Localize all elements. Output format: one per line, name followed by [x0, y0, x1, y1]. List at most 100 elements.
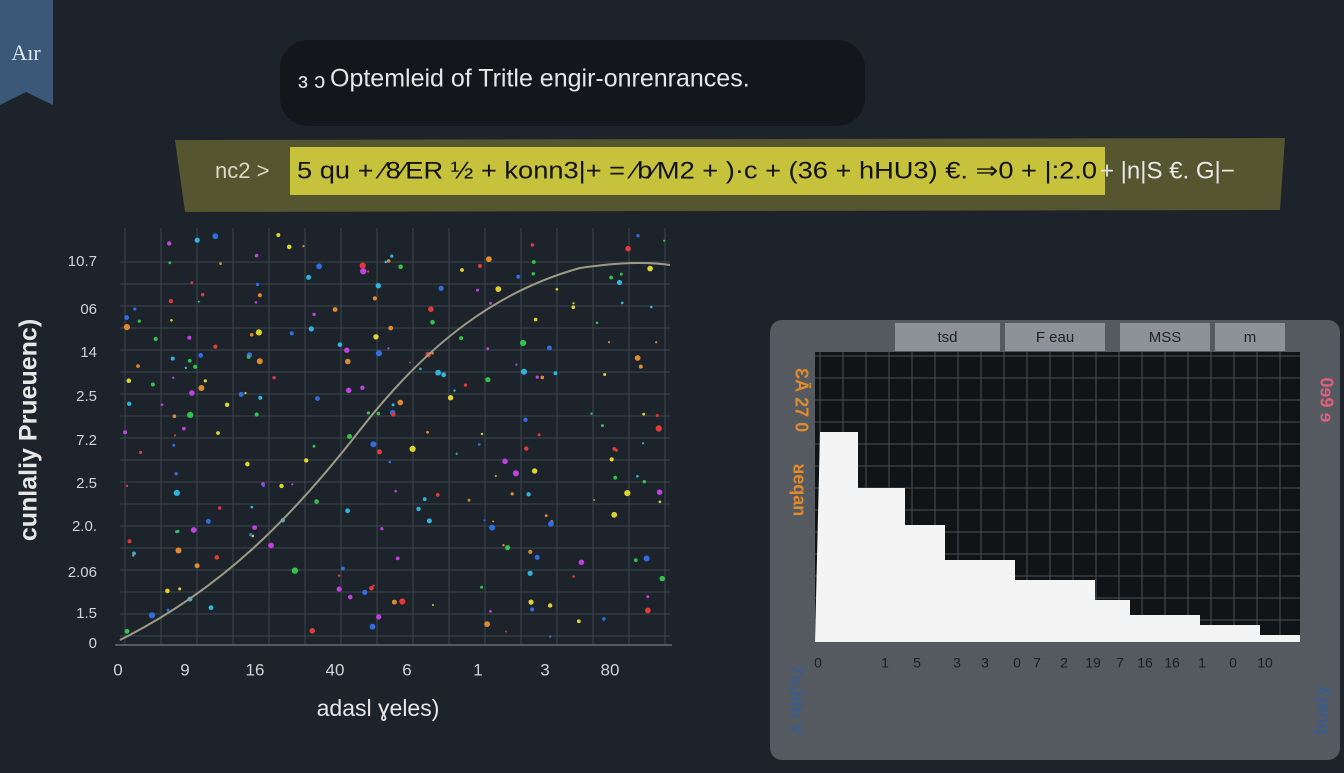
title: Optemleid of Tritle engir-onrenrances. — [330, 65, 750, 93]
dot — [602, 617, 606, 621]
dot — [174, 472, 178, 476]
dot — [123, 430, 128, 435]
side-label: ʎɹenq — [1313, 685, 1333, 734]
dot — [256, 358, 263, 365]
dot — [540, 375, 545, 380]
dot — [483, 519, 486, 522]
dot — [416, 506, 421, 512]
dot — [609, 275, 613, 280]
dot — [369, 586, 374, 591]
dot — [658, 500, 662, 504]
dot — [198, 352, 204, 358]
dot — [426, 518, 432, 524]
dot — [523, 417, 528, 422]
y-tick-label: 0 — [89, 635, 97, 652]
dot — [224, 402, 230, 407]
dot — [167, 241, 172, 246]
dot — [214, 555, 220, 560]
dot — [489, 301, 492, 305]
dot — [515, 363, 518, 366]
dot — [132, 551, 136, 556]
dot — [218, 506, 222, 510]
dot — [360, 385, 365, 390]
dot — [553, 371, 558, 376]
dot — [426, 430, 429, 434]
dot — [611, 511, 618, 518]
dot — [656, 489, 663, 496]
dot — [250, 505, 254, 509]
tab — [1005, 323, 1105, 351]
formula: 5 qu + ⁄8⁄ER ½ + konn3|+ = ⁄b⁄M2 + )·c +… — [297, 157, 1097, 184]
dot — [555, 288, 559, 291]
x-tick-label: 1 — [473, 660, 482, 679]
x-tick-label: 0 — [1229, 655, 1237, 671]
dot — [125, 484, 129, 488]
dot — [546, 345, 552, 351]
dot — [650, 305, 653, 309]
dot — [380, 527, 384, 531]
dot — [614, 448, 618, 452]
dot — [480, 432, 484, 436]
dot — [127, 401, 132, 406]
dot — [548, 521, 554, 527]
tab — [895, 323, 1000, 351]
dot — [216, 431, 220, 435]
dot — [255, 329, 262, 336]
x-tick-label: 0 — [113, 660, 122, 679]
dot — [276, 233, 281, 237]
x-tick-label: 3 — [540, 660, 549, 679]
dot — [455, 452, 458, 455]
dot — [394, 489, 398, 493]
x-tick-label: 3 — [981, 655, 989, 671]
dot — [603, 373, 607, 376]
dot — [127, 539, 132, 544]
dot — [460, 268, 464, 272]
y-tick-label: 10.7 — [68, 253, 97, 270]
dot — [537, 433, 541, 437]
dot — [302, 245, 305, 248]
dot — [254, 412, 259, 417]
dot — [655, 425, 662, 432]
tab — [1215, 323, 1285, 351]
dot — [309, 628, 316, 634]
title-pill — [280, 40, 865, 126]
dot — [409, 361, 411, 364]
dot — [193, 364, 198, 369]
dot — [168, 261, 172, 265]
dot — [607, 341, 611, 344]
dot — [435, 493, 440, 497]
dot — [173, 434, 177, 437]
dot — [388, 325, 394, 331]
dot — [203, 379, 207, 383]
dot — [530, 243, 535, 247]
dot — [194, 237, 200, 243]
dot — [124, 628, 130, 634]
dot — [516, 274, 521, 279]
dot — [495, 286, 502, 292]
x-tick-label: 6 — [402, 660, 411, 679]
badge-bg — [0, 0, 53, 105]
badge: Aır — [11, 40, 41, 65]
dot — [189, 390, 195, 396]
dot — [308, 326, 314, 332]
dot — [375, 350, 382, 357]
y-axis-label: cunlaliy Prueuenc) — [15, 319, 43, 541]
dot — [268, 542, 274, 549]
dot — [642, 442, 645, 445]
dot — [375, 283, 381, 289]
dot — [636, 234, 640, 238]
dot — [213, 344, 218, 349]
dot — [633, 558, 638, 562]
dot — [613, 475, 618, 480]
dot — [359, 262, 366, 269]
dot — [476, 288, 479, 292]
dot — [531, 272, 535, 276]
dot — [124, 315, 129, 320]
dot — [150, 382, 155, 387]
dot — [367, 270, 370, 273]
dot — [286, 244, 292, 250]
dot — [384, 260, 388, 264]
dot — [314, 499, 319, 504]
dot — [494, 474, 497, 478]
dot — [391, 403, 395, 407]
